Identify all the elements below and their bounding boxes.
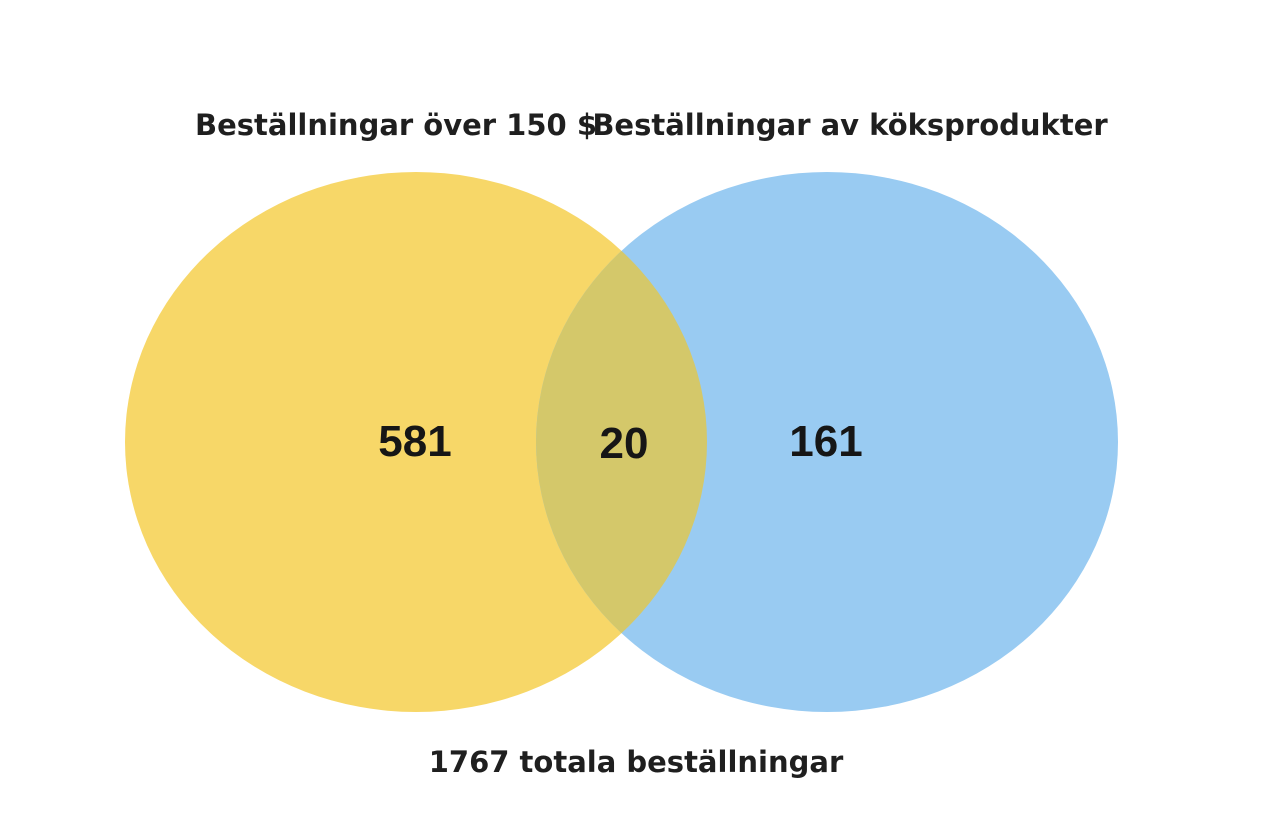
set-a-title: Beställningar över 150 $ <box>195 108 597 142</box>
total-orders-label: 1767 totala beställningar <box>429 745 844 779</box>
count-only-a: 581 <box>378 417 451 466</box>
circle-kitchen-product-orders <box>536 172 1118 712</box>
count-both: 20 <box>600 419 649 468</box>
circle-orders-over-150 <box>125 172 707 712</box>
count-only-b: 161 <box>789 417 862 466</box>
set-b-title: Beställningar av köksprodukter <box>592 108 1108 142</box>
